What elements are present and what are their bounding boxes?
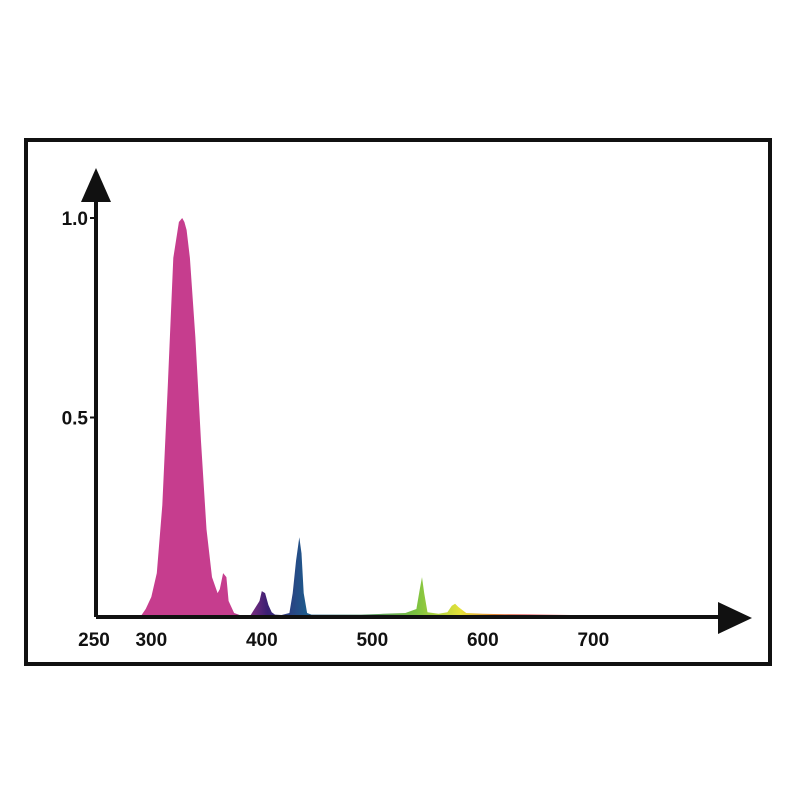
y-axis-arrow-icon (81, 168, 111, 202)
x-tick-label-300: 300 (135, 630, 167, 651)
y-tick-label-1.0: 1.0 (62, 209, 88, 230)
spectrum-area-0 (140, 218, 649, 617)
x-tick-label-500: 500 (356, 630, 388, 651)
x-tick-label-700: 700 (577, 630, 609, 651)
x-tick-label-250: 250 (78, 630, 110, 651)
x-tick-label-400: 400 (246, 630, 278, 651)
x-axis-arrow-icon (718, 602, 752, 634)
y-tick-label-0.5: 0.5 (62, 409, 89, 430)
chart-frame (24, 138, 772, 666)
x-tick-label-600: 600 (467, 630, 499, 651)
